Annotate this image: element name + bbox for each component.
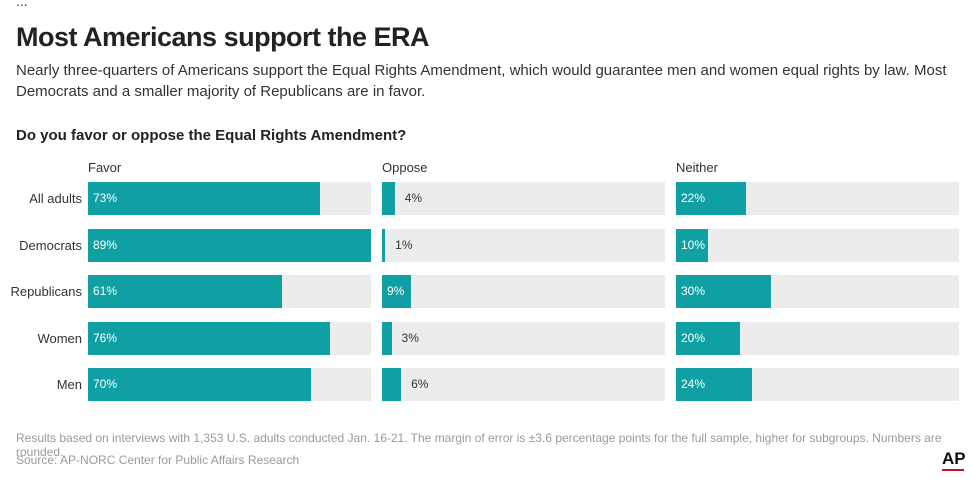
- bar-track: [382, 275, 665, 308]
- bar-oppose: [382, 182, 395, 215]
- bar-favor: [88, 368, 311, 401]
- data-label: 10%: [681, 237, 706, 252]
- data-label: 89%: [93, 237, 118, 252]
- data-label: 30%: [681, 284, 706, 298]
- cut-off-text: ...: [16, 0, 28, 9]
- data-label: 70%: [93, 377, 118, 391]
- bar-oppose: [382, 228, 386, 262]
- data-label: 76%: [93, 330, 118, 345]
- data-label: 24%: [681, 377, 706, 391]
- row-label: Men: [56, 377, 82, 392]
- data-label: 4%: [404, 191, 423, 205]
- row-label: Women: [37, 330, 82, 346]
- data-label: 1%: [395, 237, 413, 252]
- data-label: 73%: [93, 191, 118, 205]
- row-label: Republicans: [10, 284, 82, 299]
- bar-track: [382, 321, 665, 355]
- source-note: Source: AP-NORC Center for Public Affair…: [16, 453, 300, 467]
- bar-neither: [676, 275, 772, 308]
- question-heading: Do you favor or oppose the Equal Rights …: [16, 127, 407, 144]
- chart-subtitle: Nearly three-quarters of Americans suppo…: [16, 62, 947, 100]
- chart-title: Most Americans support the ERA: [16, 22, 430, 52]
- row-label: All adults: [29, 191, 82, 206]
- data-label: 3%: [401, 330, 419, 345]
- ap-logo-underline: [942, 469, 964, 471]
- bar-favor: [88, 228, 371, 262]
- row-label: Democrats: [19, 237, 82, 253]
- methodology-note: Results based on interviews with 1,353 U…: [16, 431, 942, 459]
- bar-track: [382, 228, 665, 262]
- data-label: 6%: [411, 377, 429, 391]
- ap-logo: AP: [942, 449, 966, 468]
- bar-oppose: [382, 275, 411, 308]
- bar-neither: [676, 228, 708, 262]
- bar-track: [382, 182, 665, 215]
- data-label: 22%: [681, 191, 706, 205]
- data-label: 61%: [93, 284, 118, 298]
- column-header-oppose: Oppose: [382, 160, 428, 175]
- bar-favor: [88, 321, 330, 355]
- bar-favor: [88, 275, 282, 308]
- column-header-favor: Favor: [88, 160, 122, 175]
- bar-neither: [676, 368, 753, 401]
- data-label: 9%: [387, 284, 405, 298]
- bar-oppose: [382, 368, 402, 401]
- bar-oppose: [382, 321, 392, 355]
- bar-track: [676, 228, 959, 262]
- bar-favor: [88, 182, 321, 215]
- column-header-neither: Neither: [676, 160, 718, 175]
- bar-neither: [676, 182, 746, 215]
- bar-track: [382, 368, 665, 401]
- bar-neither: [676, 321, 740, 355]
- data-label: 20%: [681, 330, 706, 345]
